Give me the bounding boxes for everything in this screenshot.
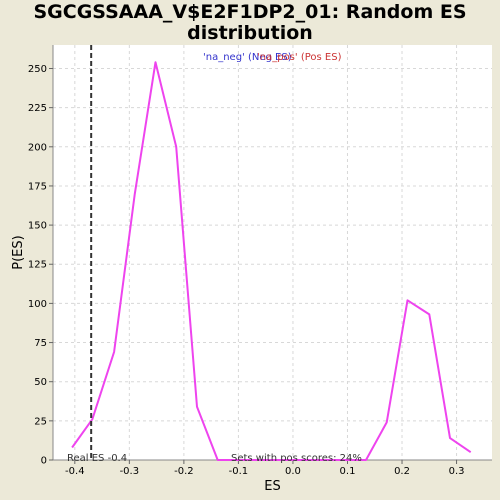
x-tick-label: -0.4 [65, 466, 85, 477]
y-tick-label: 100 [28, 299, 47, 310]
x-tick-label: 0.3 [449, 466, 465, 477]
y-tick-label: 50 [34, 377, 47, 388]
y-tick-label: 125 [28, 260, 47, 271]
series-layer [71, 61, 472, 461]
legend-neg: 'na_neg' (Neg ES) [203, 52, 292, 63]
y-tick-label: 175 [28, 181, 47, 192]
x-tick-label: 0.0 [285, 466, 301, 477]
y-tick-label: 25 [34, 416, 47, 427]
legend-pos: 'na_pos' (Pos ES) [257, 52, 342, 63]
es-distribution-line [71, 61, 472, 461]
y-tick-label: 200 [28, 142, 47, 153]
x-tick-label: -0.3 [120, 466, 140, 477]
pos-scores-label: Sets with pos scores: 24% [231, 453, 362, 464]
y-tick-label: 225 [28, 103, 47, 114]
y-tick-label: 250 [28, 64, 47, 75]
x-axis-label: ES [264, 479, 280, 494]
x-tick-label: 0.2 [394, 466, 410, 477]
y-tick-label: 150 [28, 221, 47, 232]
y-axis-label: P(ES) [11, 235, 26, 269]
x-tick-label: -0.1 [229, 466, 249, 477]
chart-title: SGCGSSAAA_V$E2F1DP2_01: Random ES distri… [33, 1, 467, 44]
y-tick-label: 75 [34, 338, 47, 349]
x-tick-label: -0.2 [174, 466, 194, 477]
x-tick-label: 0.1 [340, 466, 356, 477]
y-tick-label: 0 [41, 456, 47, 467]
real-es-label: Real ES -0.4 [67, 453, 127, 464]
ticks: -0.4 -0.3 -0.2 -0.1 0.0 0.1 0.2 0.3 0 25 50 75 100 12… [28, 64, 465, 477]
